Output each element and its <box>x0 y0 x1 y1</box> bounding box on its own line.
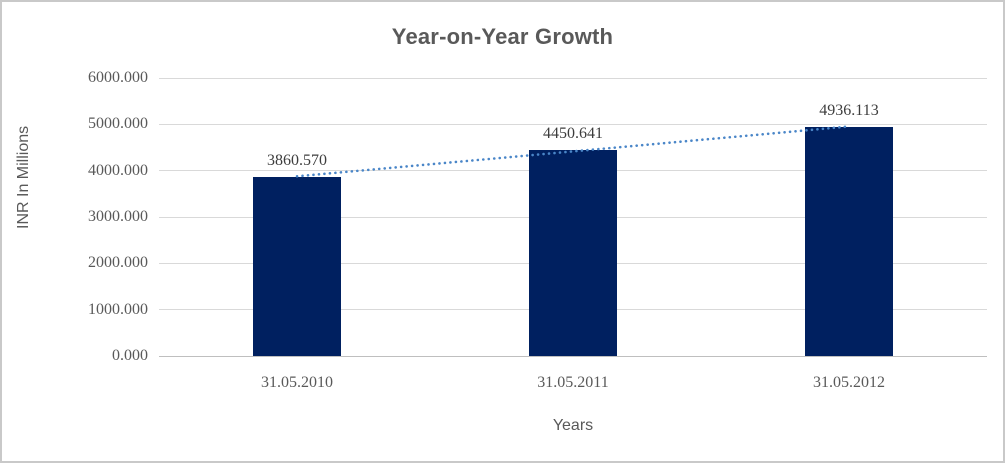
x-tick-label: 31.05.2010 <box>261 374 333 391</box>
bar-31.05.2011 <box>529 149 617 356</box>
data-label: 4450.641 <box>543 124 603 142</box>
data-label: 3860.570 <box>267 152 327 170</box>
bar-31.05.2010 <box>253 177 341 356</box>
y-tick-label: 0.000 <box>112 347 148 364</box>
data-label: 4936.113 <box>819 102 879 120</box>
chart-title: Year-on-Year Growth <box>391 24 614 49</box>
y-tick-label: 2000.000 <box>88 254 148 272</box>
gridline <box>159 123 987 125</box>
y-tick-label: 1000.000 <box>88 300 148 318</box>
gridline <box>159 77 987 79</box>
x-axis-title: Years <box>552 417 594 434</box>
x-axis-line <box>159 355 987 357</box>
y-tick-label: 6000.000 <box>88 69 148 86</box>
y-tick-label: 4000.000 <box>88 161 148 179</box>
y-tick-label: 3000.000 <box>88 208 148 225</box>
x-tick-label: 31.05.2011 <box>537 374 609 391</box>
bar-31.05.2012 <box>805 127 893 356</box>
x-tick-label: 31.05.2012 <box>813 374 885 391</box>
y-tick-label: 5000.000 <box>88 115 148 133</box>
